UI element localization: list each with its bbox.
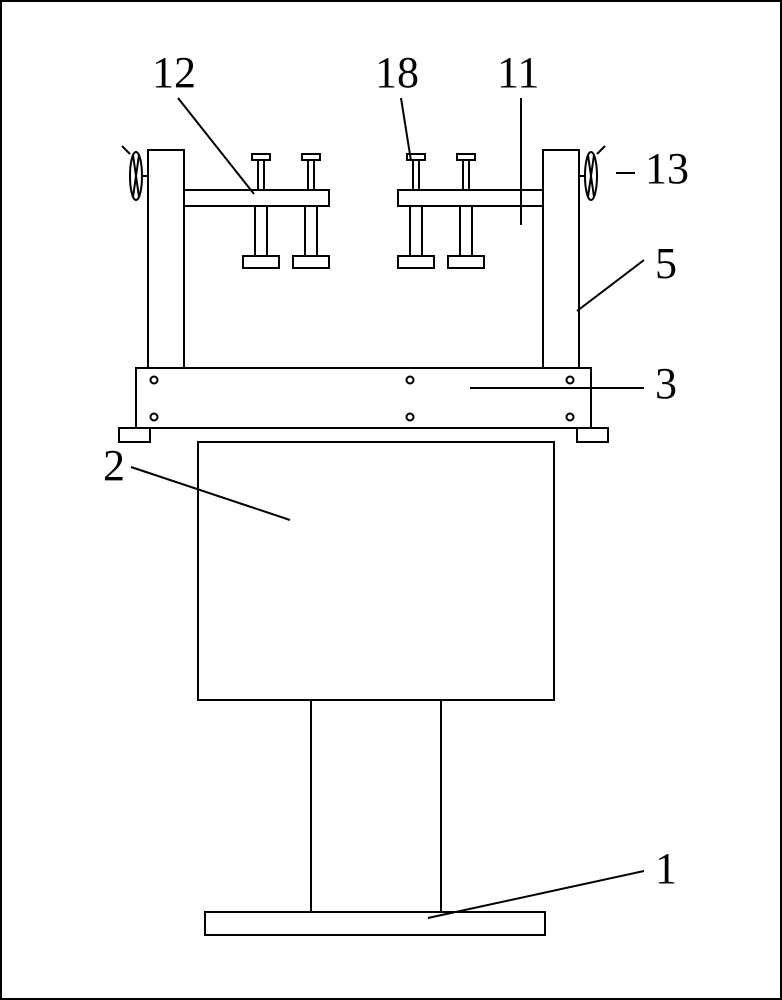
clamp-right-outer-cap (457, 154, 475, 160)
leader-l5 (577, 260, 644, 311)
clamp-left-inner-foot (293, 256, 329, 268)
label-l12: 12 (152, 48, 196, 97)
clamp-left-outer-foot (243, 256, 279, 268)
beam-screw-3 (567, 414, 574, 421)
label-l1: 1 (655, 844, 677, 893)
clamp-right-outer-top-screw (463, 160, 469, 190)
label-l13: 13 (645, 144, 689, 193)
label-l3: 3 (655, 359, 677, 408)
label-l5: 5 (655, 239, 677, 288)
clamp-left-inner-top-screw (308, 160, 314, 190)
label-l2: 2 (103, 441, 125, 490)
label-l18: 18 (375, 48, 419, 97)
clamp-left-inner-stem (305, 206, 317, 256)
part-right-upright (543, 150, 579, 368)
part-lower-column (311, 700, 441, 912)
label-l11: 11 (497, 48, 539, 97)
clamp-left-outer-top-screw (258, 160, 264, 190)
part-left-arm (184, 190, 329, 206)
leader-l12 (178, 98, 254, 194)
clamp-right-inner-top-screw (413, 160, 419, 190)
beam-screw-5 (407, 414, 414, 421)
clamp-right-inner-stem (410, 206, 422, 256)
beam-screw-0 (151, 377, 158, 384)
diagram-canvas: 12 18 11 13 5 3 2 1 (0, 0, 782, 1000)
beam-screw-2 (567, 377, 574, 384)
beam-screw-4 (407, 377, 414, 384)
clamp-left-inner-cap (302, 154, 320, 160)
part-cross-beam (136, 368, 591, 428)
part-left-upright (148, 150, 184, 368)
leader-l1 (428, 871, 644, 918)
clamp-left-outer-stem (255, 206, 267, 256)
clamp-right-outer-foot (448, 256, 484, 268)
part-upper-block (198, 442, 554, 700)
clamp-left-outer-cap (252, 154, 270, 160)
clamp-right-outer-stem (460, 206, 472, 256)
beam-screw-1 (151, 414, 158, 421)
part-right-foot (577, 428, 608, 442)
leader-l18 (401, 98, 411, 161)
part-left-foot (119, 428, 150, 442)
part-base-plate (205, 912, 545, 935)
clamp-right-inner-foot (398, 256, 434, 268)
